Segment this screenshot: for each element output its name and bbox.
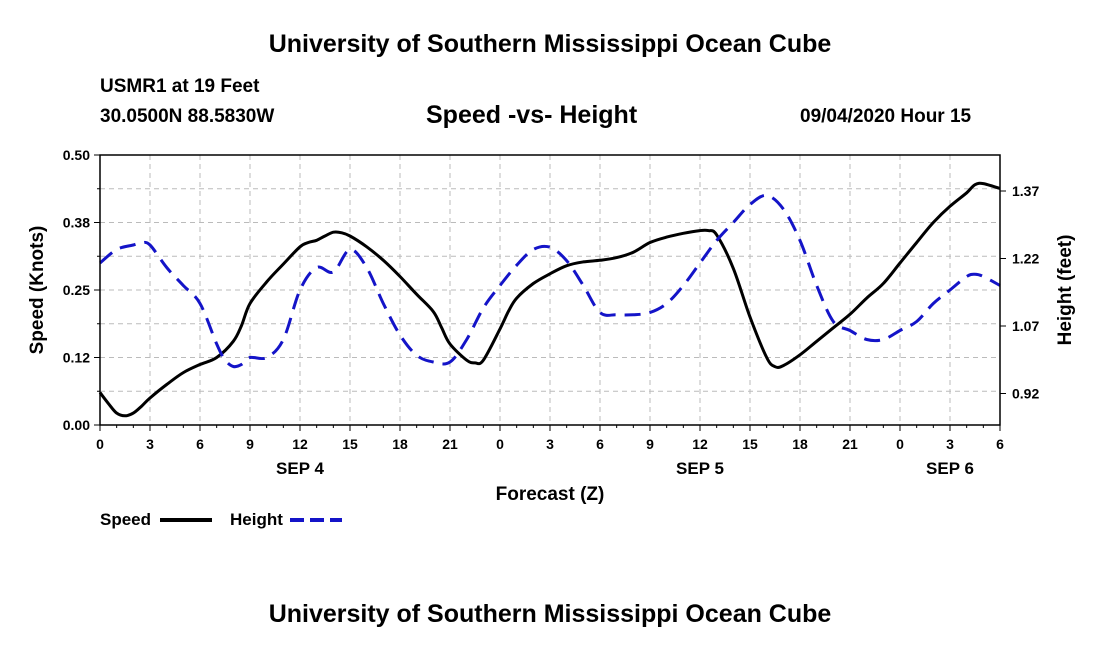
x-tick-label: 6 [196,436,204,452]
y-right-tick-label: 0.92 [1012,386,1039,402]
x-tick-label: 3 [146,436,154,452]
x-tick-label: 6 [596,436,604,452]
legend-speed-swatch [160,518,212,522]
y-right-axis-label: Height (feet) [1055,235,1076,346]
x-tick-label: 6 [996,436,1004,452]
y-right-tick-label: 1.22 [1012,251,1039,267]
x-tick-label: 9 [646,436,654,452]
footer-title: University of Southern Mississippi Ocean… [268,600,832,628]
y-left-axis-label: Speed (Knots) [27,226,48,355]
y-left-tick-label: 0.50 [63,147,90,163]
x-tick-label: 21 [842,436,858,452]
x-tick-label: 9 [246,436,254,452]
y-left-tick-label: 0.25 [63,282,90,298]
series-line-height [99,193,1001,369]
grid [100,155,1000,425]
date-label: SEP 6 [926,459,974,478]
legend-height-swatch [290,518,342,522]
y-left-tick-label: 0.00 [63,417,90,433]
x-tick-label: 18 [792,436,808,452]
coordinates-label: 30.0500N 88.5830W [100,106,275,127]
x-tick-label: 3 [546,436,554,452]
chart-title: Speed -vs- Height [426,101,638,129]
date-label: SEP 5 [676,459,724,478]
y-left-tick-label: 0.12 [63,350,90,366]
x-axis-label: Forecast (Z) [496,484,605,505]
x-tick-label: 3 [946,436,954,452]
y-right-tick-label: 1.37 [1012,183,1039,199]
series-line-speed [98,181,1001,418]
y-right-tick-label: 1.07 [1012,318,1039,334]
x-tick-label: 0 [496,436,504,452]
datetime-label: 09/04/2020 Hour 15 [800,106,972,127]
x-tick-label: 15 [342,436,358,452]
legend-height-label: Height [230,510,283,529]
x-tick-label: 18 [392,436,408,452]
x-tick-label: 21 [442,436,458,452]
series-layer [98,181,1001,418]
x-tick-label: 12 [692,436,708,452]
x-tick-label: 0 [896,436,904,452]
x-tick-label: 0 [96,436,104,452]
date-label: SEP 4 [276,459,324,478]
y-left-tick-label: 0.38 [63,215,90,231]
station-label: USMR1 at 19 Feet [100,76,260,97]
legend-speed-label: Speed [100,510,152,529]
axes: 0 3 6 9 12 15 18 21 0 3 6 9 12 15 18 21 0 3 6 SEP 4 SEP 5 SEP… [27,147,1076,505]
x-tick-label: 15 [742,436,758,452]
page-title: University of Southern Mississippi Ocean… [268,30,832,58]
x-tick-label: 12 [292,436,308,452]
